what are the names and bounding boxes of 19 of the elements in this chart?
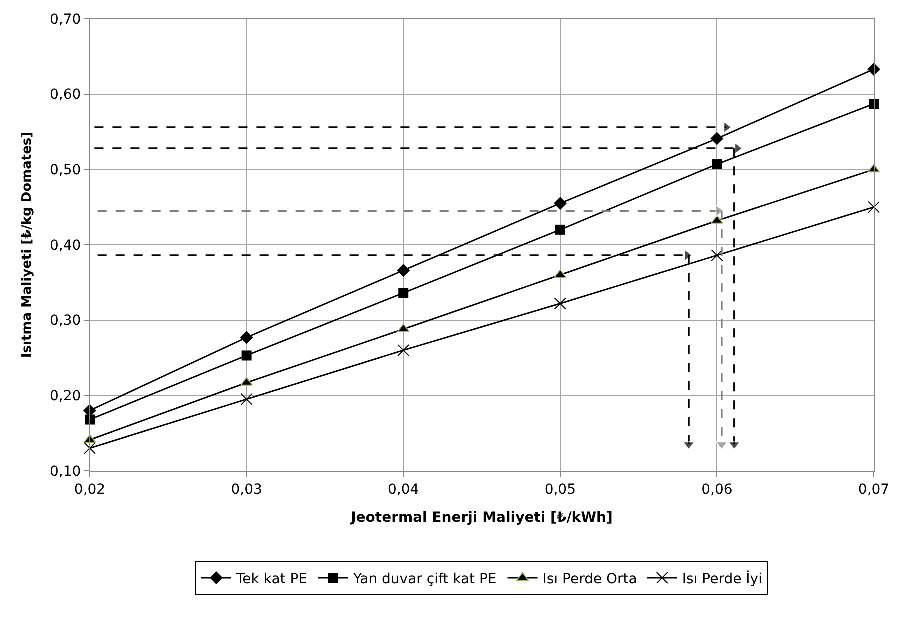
y-axis-title: Isıtma Maliyeti [₺/kg Domates] bbox=[20, 132, 35, 358]
legend-label: Isı Perde İyi bbox=[682, 570, 762, 588]
x-tick-label: 0,06 bbox=[702, 482, 733, 498]
y-tick-label: 0,50 bbox=[50, 162, 82, 179]
legend-label: Yan duvar çift kat PE bbox=[352, 571, 497, 588]
x-tick-label: 0,03 bbox=[231, 482, 262, 498]
y-tick-label: 0,30 bbox=[50, 313, 82, 330]
y-tick-label: 0,20 bbox=[50, 388, 82, 405]
legend-label: Tek kat PE bbox=[236, 571, 308, 588]
y-tick-label: 0,10 bbox=[50, 464, 82, 480]
x-tick-label: 0,05 bbox=[544, 482, 576, 498]
y-tick-label: 0,40 bbox=[50, 238, 82, 254]
x-tick-label: 0,02 bbox=[74, 482, 106, 498]
y-tick-label: 0,60 bbox=[50, 87, 82, 104]
x-axis-title: Jeotermal Enerji Maliyeti [₺/kWh] bbox=[350, 510, 613, 526]
x-tick-label: 0,07 bbox=[858, 482, 890, 498]
x-tick-label: 0,04 bbox=[388, 482, 420, 498]
y-tick-label: 0,70 bbox=[50, 12, 82, 28]
legend-label: Isı Perde Orta bbox=[542, 571, 638, 588]
